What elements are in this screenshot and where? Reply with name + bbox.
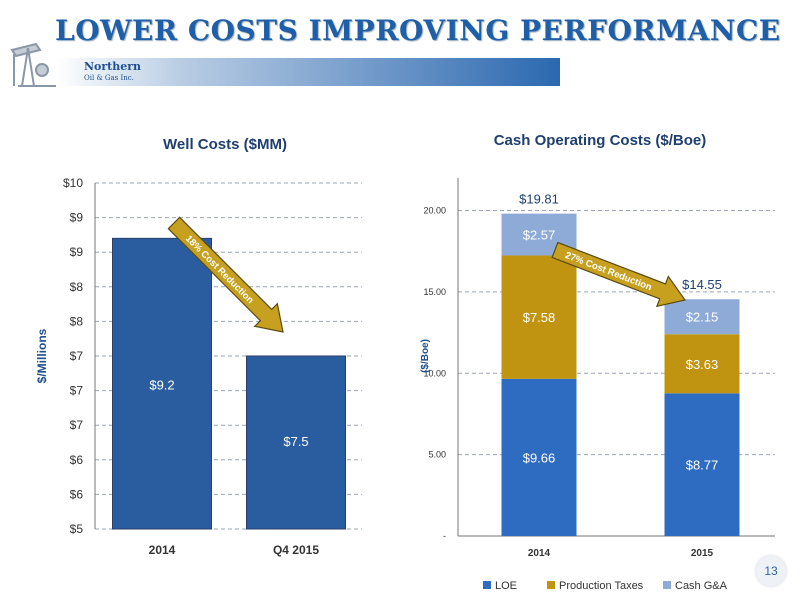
well-costs-bar [112, 237, 212, 530]
cash-costs-ytick: 15.00 [423, 287, 446, 297]
well-costs-title: Well Costs ($MM) [163, 136, 287, 153]
cash-costs-total-label: $19.81 [519, 192, 559, 207]
well-costs-xtick: 2014 [149, 543, 176, 557]
well-costs-ytick: $6 [70, 453, 84, 467]
cash-costs-xtick: 2014 [528, 548, 551, 559]
well-costs-bar [246, 355, 346, 530]
well-costs-ytick: $9 [70, 245, 84, 259]
cash-costs-data-label: $7.58 [523, 310, 556, 325]
title-banner [55, 58, 560, 86]
legend-label-loe: LOE [495, 580, 517, 592]
cash-costs-total-label: $14.55 [682, 277, 722, 292]
cash-costs-ytick: 20.00 [423, 206, 446, 216]
well-costs-ytick: $7 [70, 418, 84, 432]
cash-costs-data-label: $8.77 [686, 458, 719, 473]
logo-name: Northern [84, 60, 142, 73]
cash-costs-data-label: $9.66 [523, 450, 556, 465]
cash-costs-xtick: 2015 [691, 548, 714, 559]
cash-costs-bar-production-taxes [664, 334, 740, 394]
cash-costs-ytick: - [443, 531, 446, 541]
legend-swatch-loe [483, 581, 491, 589]
well-costs-ytick: $7 [70, 384, 84, 398]
well-costs-ytick: $5 [70, 522, 84, 536]
well-costs-ytick: $9 [70, 211, 84, 225]
well-costs-annotation-arrow [167, 216, 284, 333]
cash-costs-annotation-arrow [551, 241, 687, 308]
cash-costs-bar-production-taxes [501, 255, 577, 379]
cash-costs-data-label: $3.63 [686, 357, 719, 372]
legend-label-cash-ga: Cash G&A [675, 580, 728, 592]
slide-title: LOWER COSTS IMPROVING PERFORMANCE [55, 14, 781, 47]
cash-costs-ylabel: ($/Boe) [420, 339, 431, 373]
cash-costs-data-label: $2.15 [686, 310, 719, 325]
cash-costs-ytick: 5.00 [428, 450, 446, 460]
well-costs-ytick: $7 [70, 349, 84, 363]
well-costs-ylabel: $/Millions [35, 328, 49, 383]
well-costs-data-label: $9.2 [149, 377, 174, 392]
well-costs-ytick: $10 [63, 176, 83, 190]
well-costs-ytick: $8 [70, 280, 84, 294]
cash-costs-bar-loe [501, 378, 577, 536]
cash-costs-data-label: $2.57 [523, 228, 556, 243]
pump-jack-logo-icon [10, 42, 56, 87]
well-costs-ytick: $6 [70, 487, 84, 501]
page-number: 13 [756, 556, 786, 586]
legend-swatch-production-taxes [547, 581, 555, 589]
legend-label-production-taxes: Production Taxes [559, 580, 644, 592]
well-costs-data-label: $7.5 [283, 434, 308, 449]
cash-costs-title: Cash Operating Costs ($/Boe) [494, 132, 707, 149]
logo-subtitle: Oil & Gas Inc. [84, 74, 134, 82]
cash-costs-ytick: 10.00 [423, 368, 446, 378]
cash-costs-annotation-label: 27% Cost Reduction [564, 250, 654, 293]
well-costs-ytick: $8 [70, 314, 84, 328]
cash-costs-bar-cash-ga [664, 299, 740, 335]
cash-costs-bar-loe [664, 393, 740, 536]
well-costs-xtick: Q4 2015 [273, 543, 319, 557]
legend-swatch-cash-ga [663, 581, 671, 589]
